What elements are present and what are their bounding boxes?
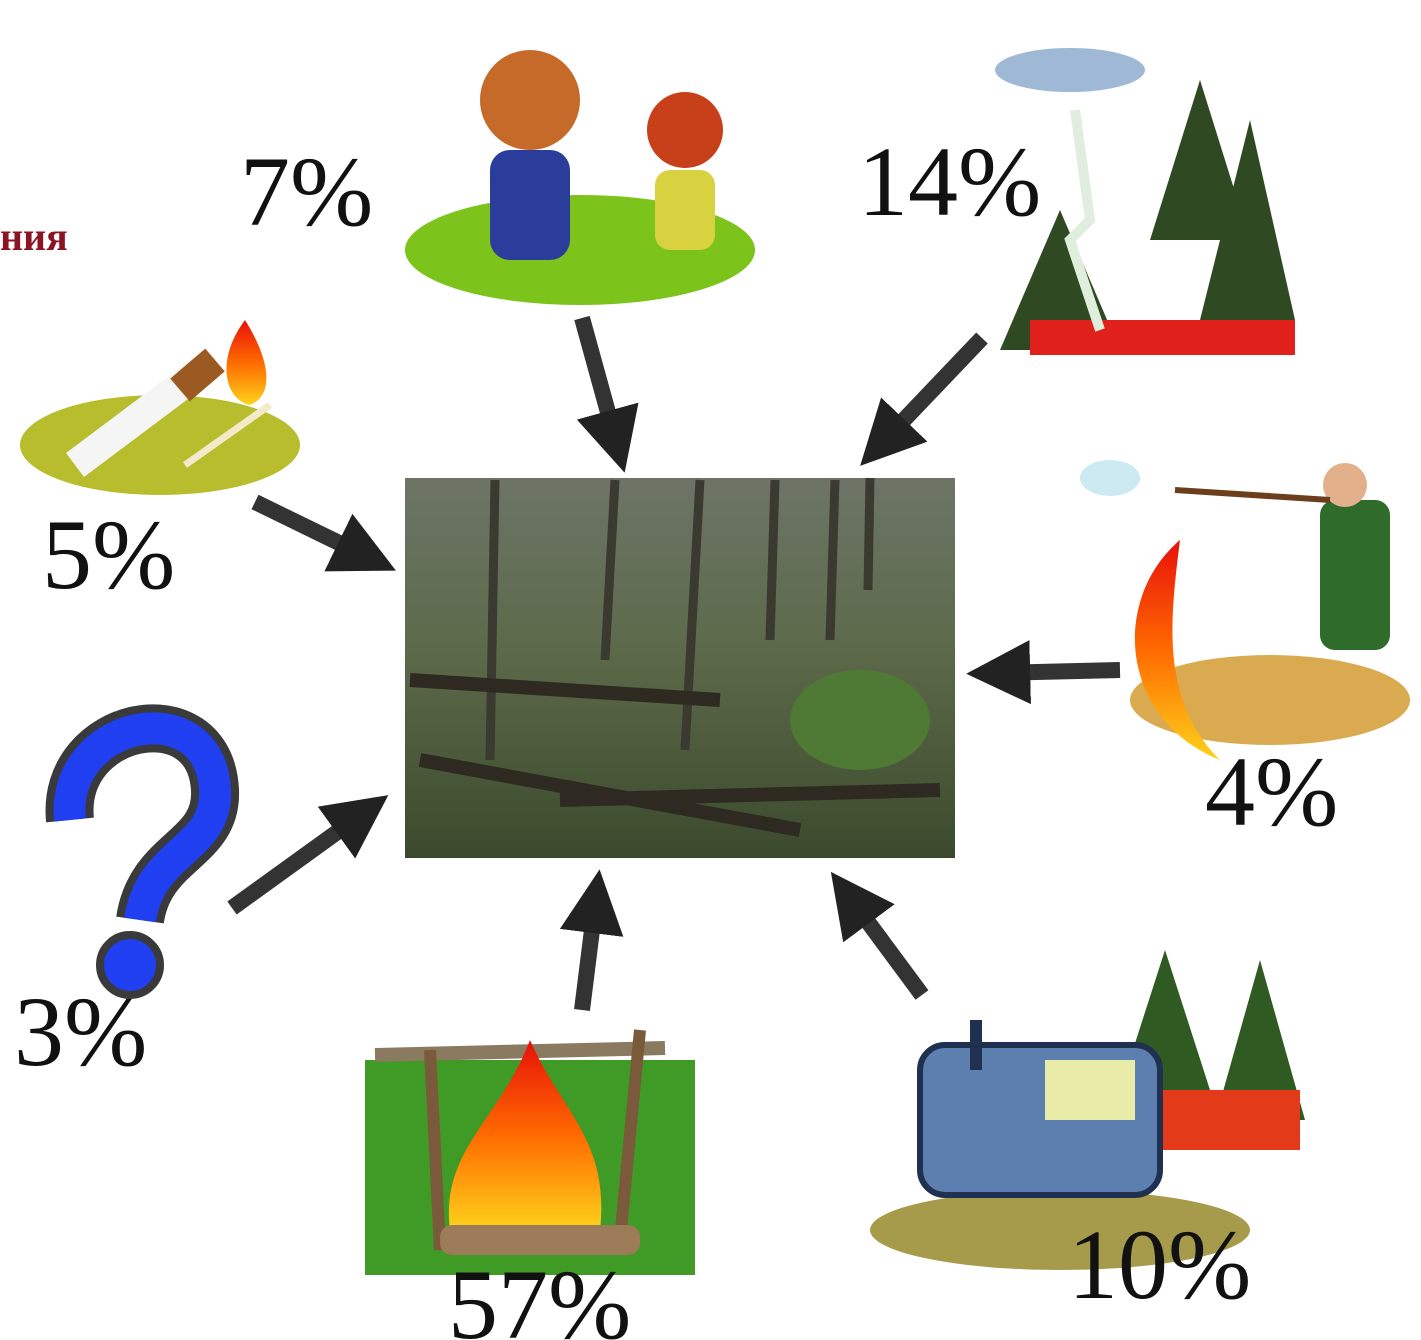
- campfire: [365, 1030, 695, 1275]
- title-fragment: ния: [0, 214, 68, 259]
- percent-label: 10%: [1068, 1209, 1251, 1320]
- arrow: [582, 898, 596, 1010]
- percent-label: 5%: [42, 499, 175, 610]
- hunter-shooting: [1080, 460, 1410, 760]
- arrow: [582, 318, 617, 445]
- percent-label: 7%: [240, 136, 373, 247]
- percent-label: 3%: [14, 976, 147, 1087]
- arrow: [995, 670, 1120, 673]
- children-with-matches: [405, 50, 755, 305]
- cigarette-and-match: [20, 320, 300, 495]
- arrow: [255, 502, 370, 558]
- percent-label: 57%: [448, 1249, 631, 1340]
- diagram: ния: [0, 0, 1421, 1340]
- arrow: [848, 895, 922, 995]
- percent-label: 14%: [858, 126, 1041, 237]
- burnt-forest-photo: [405, 478, 955, 858]
- percent-label: 4%: [1205, 736, 1338, 847]
- arrow: [880, 338, 982, 445]
- question-mark: [70, 728, 216, 995]
- arrow: [232, 812, 365, 908]
